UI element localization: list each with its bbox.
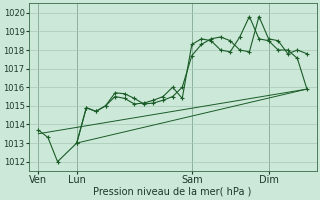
X-axis label: Pression niveau de la mer( hPa ): Pression niveau de la mer( hPa ) — [93, 187, 252, 197]
